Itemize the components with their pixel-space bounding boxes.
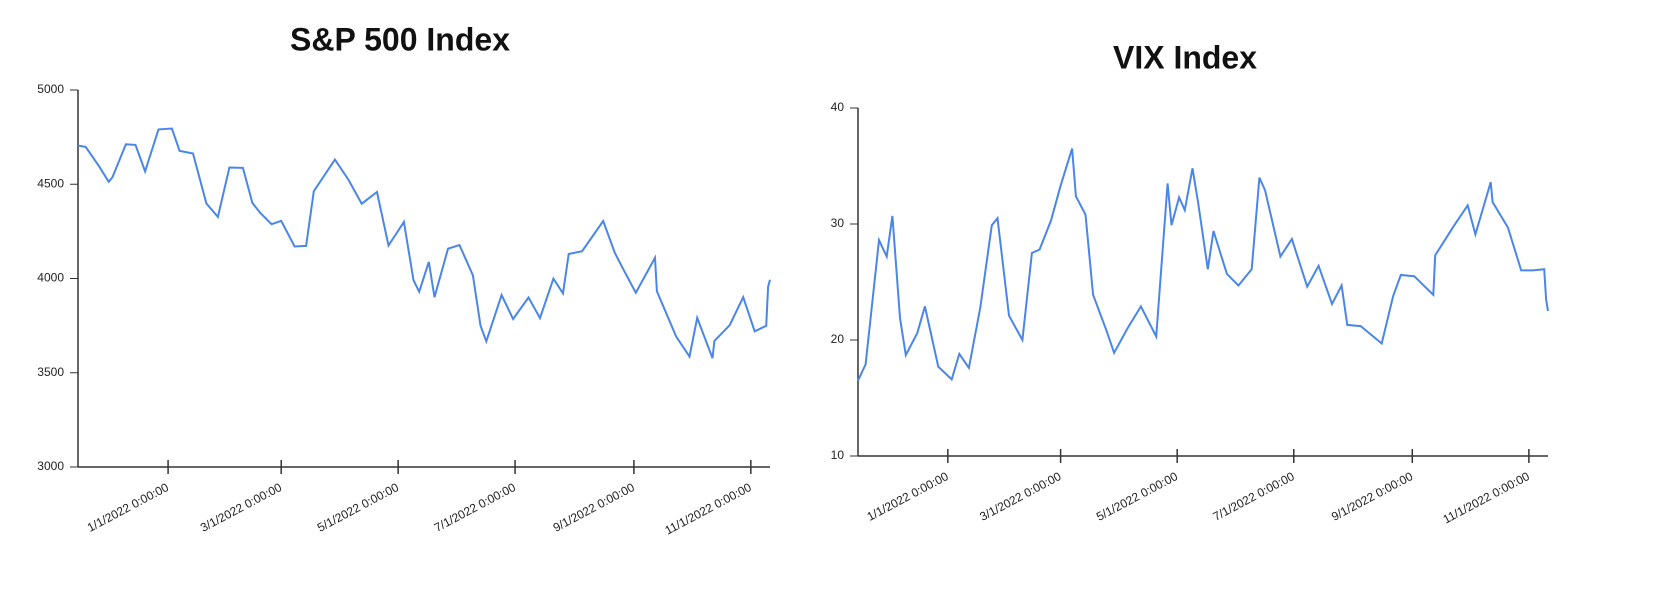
y-tick-label: 3500 — [37, 365, 64, 379]
x-tick-label: 7/1/2022 0:00:00 — [1211, 469, 1297, 524]
y-tick-label: 3000 — [37, 459, 64, 473]
y-tick-label: 40 — [831, 100, 845, 114]
x-tick-label: 5/1/2022 0:00:00 — [1094, 469, 1180, 524]
chart: VIX Index 10 20 30 40 1/1/2022 0:00:00 3/1/202… — [831, 39, 1549, 527]
chart: S&P 500 Index 3000 3500 4000 4500 5000 1/1/202… — [37, 21, 771, 538]
x-tick-label: 3/1/2022 0:00:00 — [977, 469, 1063, 524]
x-tick-label: 7/1/2022 0:00:00 — [432, 480, 518, 535]
x-tick-label: 11/1/2022 0:00:00 — [663, 480, 755, 538]
x-tick-label: 9/1/2022 0:00:00 — [1329, 469, 1415, 524]
y-tick-label: 4500 — [37, 176, 64, 190]
y-tick-label: 20 — [831, 332, 845, 346]
line-series — [857, 148, 1549, 382]
x-tick-label: 5/1/2022 0:00:00 — [315, 480, 401, 535]
x-tick-label: 9/1/2022 0:00:00 — [551, 480, 637, 535]
chart-title: S&P 500 Index — [290, 21, 510, 57]
x-tick-label: 3/1/2022 0:00:00 — [198, 480, 284, 535]
y-tick-label: 4000 — [37, 271, 64, 285]
y-tick-label: 10 — [831, 448, 845, 462]
x-tick-label: 1/1/2022 0:00:00 — [865, 469, 951, 524]
y-tick-label: 30 — [831, 216, 845, 230]
x-tick-label: 11/1/2022 0:00:00 — [1441, 469, 1533, 527]
chart-title: VIX Index — [1113, 39, 1257, 75]
line-series — [77, 127, 771, 360]
y-tick-label: 5000 — [37, 82, 64, 96]
x-tick-label: 1/1/2022 0:00:00 — [85, 480, 171, 535]
